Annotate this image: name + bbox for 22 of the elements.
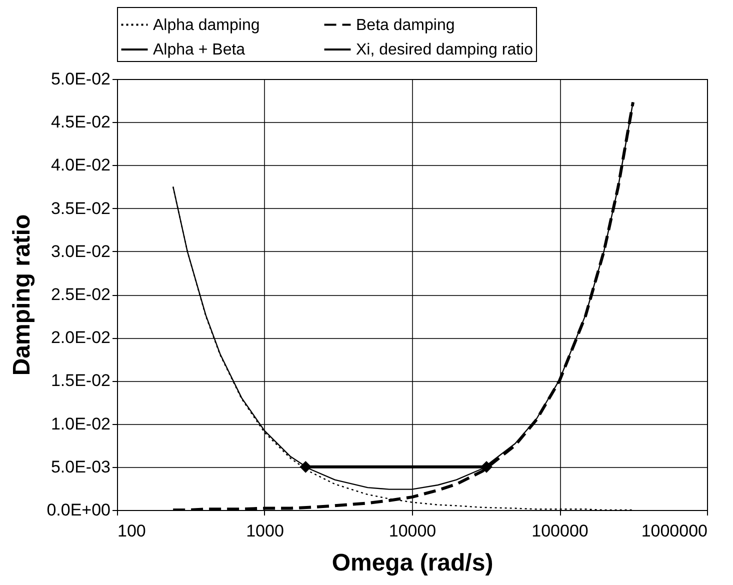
y-tick-label: 4.0E-02 [50, 156, 110, 175]
x-tick-label: 100000 [532, 522, 588, 540]
y-axis-title: Damping ratio [8, 214, 36, 376]
y-tick-label: 1.0E-02 [50, 414, 110, 434]
legend-label: Alpha damping [153, 16, 260, 34]
legend-label: Alpha + Beta [153, 42, 246, 58]
y-tick-label: 1.5E-02 [50, 371, 110, 390]
y-tick-label: 5.0E-03 [50, 457, 110, 476]
x-tick-label: 1000 [246, 522, 284, 540]
legend-label: Beta damping [356, 16, 455, 34]
y-tick-label: 2.0E-02 [50, 328, 110, 348]
x-tick-label: 10000 [388, 522, 436, 540]
legend-label: Xi, desired damping ratio [356, 42, 534, 58]
x-tick-label: 1000000 [641, 522, 708, 540]
y-tick-label: 3.5E-02 [50, 198, 110, 218]
y-tick-label: 2.5E-02 [50, 285, 110, 304]
x-axis-title: Omega (rad/s) [332, 550, 494, 576]
y-tick-label: 3.0E-02 [50, 242, 110, 261]
y-tick-label: 5.0E-02 [50, 70, 110, 88]
x-tick-label: 100 [118, 522, 146, 540]
y-tick-label: 0.0E+00 [46, 500, 110, 520]
y-tick-label: 4.5E-02 [50, 112, 110, 132]
